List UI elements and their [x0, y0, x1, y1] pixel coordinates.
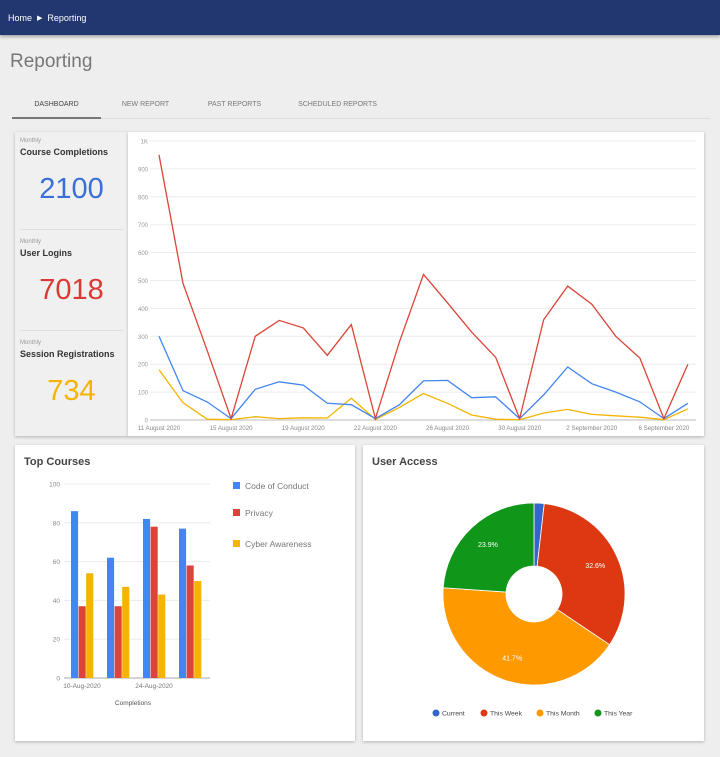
bar[interactable] — [78, 606, 86, 678]
top-nav-bar: Home ▶ Reporting — [0, 0, 720, 35]
bar[interactable] — [107, 557, 115, 678]
stat-name: Course Completions — [20, 147, 109, 157]
stat-value: 7018 — [39, 274, 104, 306]
x-tick-label: 6 September 2020 — [638, 425, 689, 432]
legend-dot — [432, 709, 440, 717]
legend-label[interactable]: Current — [442, 711, 465, 718]
legend-dot — [480, 709, 488, 717]
x-tick-label: 30 August 2020 — [498, 425, 542, 432]
y-tick-label: 700 — [138, 223, 149, 229]
x-tick-label: 15 August 2020 — [210, 425, 254, 432]
legend-label[interactable]: This Year — [604, 711, 633, 718]
y-tick-label: 800 — [138, 195, 149, 201]
y-tick-label: 0 — [56, 676, 60, 683]
page-title: Reporting — [10, 51, 93, 72]
legend-label[interactable]: This Week — [490, 711, 523, 718]
stat-period: Monthly — [20, 340, 42, 346]
bar[interactable] — [114, 606, 122, 678]
stat-period: Monthly — [20, 138, 42, 144]
pie-slice[interactable] — [442, 502, 535, 593]
activity-line-chart[interactable]: 0 100 200 300 400 500 600 700 800 900 1K 11 August … — [128, 132, 704, 436]
x-tick-label: 19 August 2020 — [282, 425, 326, 432]
x-tick-label: 22 August 2020 — [354, 425, 398, 432]
y-tick-label: 100 — [138, 391, 149, 397]
x-tick-label: 2 September 2020 — [566, 425, 617, 432]
x-tick-label: 10-Aug-2020 — [63, 683, 101, 690]
y-tick-label: 300 — [138, 335, 149, 341]
top-courses-title: Top Courses — [24, 456, 91, 468]
y-tick-label: 400 — [138, 307, 149, 313]
line-series[interactable] — [158, 154, 689, 421]
top-courses-card: Top Courses 0 20 40 60 80 100 10-Aug-2020 24-Au… — [15, 445, 355, 741]
slice-label: 32.6% — [585, 563, 605, 570]
top-courses-bar-chart[interactable]: 0 20 40 60 80 100 10-Aug-2020 24-Aug-2020 Comple… — [15, 445, 355, 741]
x-axis-label: Completions — [115, 700, 152, 707]
x-tick-label: 11 August 2020 — [138, 425, 181, 432]
legend-label[interactable]: Privacy — [245, 508, 274, 518]
stats-panel: Monthly Course Completions 2100 Monthly … — [15, 132, 128, 436]
y-tick-label: 1K — [141, 140, 148, 146]
stat-session-registrations: Monthly Session Registrations 734 — [20, 340, 123, 440]
stat-value: 2100 — [39, 173, 104, 205]
divider — [20, 229, 123, 230]
bar[interactable] — [179, 528, 187, 678]
tab-bar: DASHBOARD NEW REPORT PAST REPORTS SCHEDU… — [12, 94, 710, 119]
line-series[interactable] — [158, 336, 689, 420]
legend-dot — [594, 709, 602, 717]
breadcrumb-separator-icon: ▶ — [37, 14, 43, 22]
y-tick-label: 80 — [53, 520, 61, 527]
y-tick-label: 200 — [138, 363, 149, 369]
tab-dashboard[interactable]: DASHBOARD — [12, 94, 101, 119]
stat-user-logins: Monthly User Logins 7018 — [20, 239, 123, 339]
slice-label: 41.7% — [502, 655, 522, 662]
bar[interactable] — [143, 518, 151, 678]
breadcrumb-current[interactable]: Reporting — [47, 12, 87, 23]
stat-course-completions: Monthly Course Completions 2100 — [20, 138, 123, 238]
y-tick-label: 500 — [138, 279, 149, 285]
y-tick-label: 900 — [138, 167, 149, 173]
bar[interactable] — [150, 526, 158, 678]
y-tick-label: 600 — [138, 251, 149, 257]
tab-past-reports[interactable]: PAST REPORTS — [207, 101, 262, 108]
y-tick-label: 40 — [53, 598, 61, 605]
divider — [20, 330, 123, 331]
activity-line-chart-card: 0 100 200 300 400 500 600 700 800 900 1K 11 August … — [128, 132, 704, 436]
stat-name: Session Registrations — [20, 349, 115, 359]
y-tick-label: 20 — [53, 637, 61, 644]
user-access-card: User Access 32.6% 41.7% 23.9% Current This W… — [363, 445, 704, 741]
legend-swatch — [233, 482, 240, 489]
x-tick-label: 24-Aug-2020 — [135, 683, 173, 690]
legend-swatch — [233, 540, 240, 547]
bar[interactable] — [86, 573, 94, 678]
legend-dot — [536, 709, 544, 717]
user-access-donut-chart[interactable]: 32.6% 41.7% 23.9% Current This Week This Mont… — [363, 445, 704, 741]
y-tick-label: 60 — [53, 559, 61, 566]
bar[interactable] — [122, 586, 130, 678]
stat-name: User Logins — [20, 248, 73, 258]
legend-swatch — [233, 509, 240, 516]
bar[interactable] — [194, 581, 202, 678]
pie-slice[interactable] — [442, 587, 611, 686]
tab-scheduled-reports[interactable]: SCHEDULED REPORTS — [298, 101, 377, 108]
bar[interactable] — [186, 565, 194, 678]
legend-label[interactable]: Cyber Awareness — [245, 539, 311, 549]
pie-slice[interactable] — [536, 503, 626, 646]
bar[interactable] — [158, 594, 166, 678]
y-tick-label: 100 — [49, 482, 60, 489]
breadcrumb-home[interactable]: Home — [8, 12, 33, 23]
x-tick-label: 26 August 2020 — [426, 425, 470, 432]
slice-label: 23.9% — [478, 542, 498, 549]
stat-period: Monthly — [20, 239, 42, 245]
legend-label[interactable]: This Month — [546, 711, 580, 718]
tab-new-report[interactable]: NEW REPORT — [121, 101, 170, 108]
y-tick-label: 0 — [145, 419, 149, 425]
legend-label[interactable]: Code of Conduct — [245, 481, 309, 491]
user-access-title: User Access — [372, 456, 438, 468]
stat-value: 734 — [47, 375, 96, 407]
bar[interactable] — [71, 511, 79, 678]
line-series[interactable] — [158, 369, 689, 421]
